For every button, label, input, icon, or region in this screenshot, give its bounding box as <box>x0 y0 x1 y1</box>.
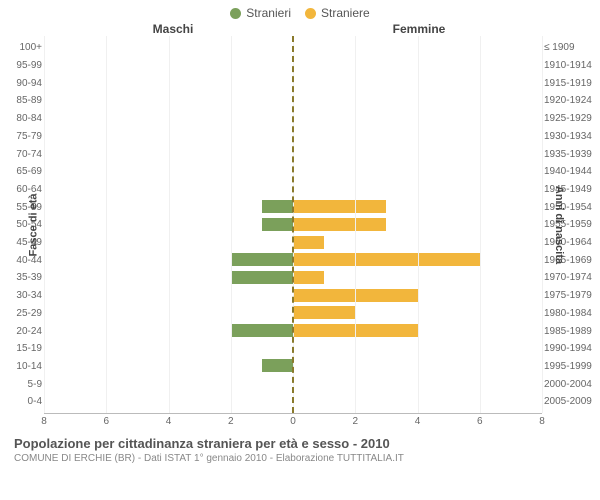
ytick-birth: 1990-1994 <box>544 343 592 354</box>
x-ticks: 8 6 4 2 0 2 4 6 8 <box>44 416 542 430</box>
xtick: 4 <box>415 416 421 427</box>
ytick-birth: 1910-1914 <box>544 60 592 71</box>
gridline <box>542 36 543 413</box>
ytick-birth: ≤ 1909 <box>544 42 575 53</box>
ytick-age: 0-4 <box>28 396 42 407</box>
ytick-birth: 2005-2009 <box>544 396 592 407</box>
ytick-age: 5-9 <box>28 379 42 390</box>
ytick-birth: 1975-1979 <box>544 290 592 301</box>
bar-female <box>293 271 324 284</box>
ytick-age: 65-69 <box>16 166 42 177</box>
ytick-birth: 1970-1974 <box>544 272 592 283</box>
ytick-age: 85-89 <box>16 95 42 106</box>
swatch-male <box>230 8 241 19</box>
plot-area <box>44 36 542 414</box>
legend-item-male: Stranieri <box>230 6 291 20</box>
chart-title: Popolazione per cittadinanza straniera p… <box>14 436 590 451</box>
legend-label-female: Straniere <box>321 6 370 20</box>
bar-male <box>262 218 293 231</box>
ytick-birth: 1935-1939 <box>544 149 592 160</box>
ytick-birth: 1915-1919 <box>544 78 592 89</box>
ytick-age: 90-94 <box>16 78 42 89</box>
x-axis: 8 6 4 2 0 2 4 6 8 <box>0 416 600 430</box>
bar-female <box>293 306 355 319</box>
ytick-age: 15-19 <box>16 343 42 354</box>
bar-male <box>262 200 293 213</box>
bar-male <box>262 359 293 372</box>
xtick: 4 <box>166 416 172 427</box>
ytick-birth: 1945-1949 <box>544 184 592 195</box>
header-male: Maschi <box>0 22 296 36</box>
ytick-birth: 1930-1934 <box>544 131 592 142</box>
bar-male <box>231 253 293 266</box>
xtick: 6 <box>477 416 483 427</box>
xtick: 8 <box>41 416 47 427</box>
gridline <box>355 36 356 413</box>
bar-female <box>293 218 386 231</box>
bar-female <box>293 200 386 213</box>
ytick-age: 20-24 <box>16 326 42 337</box>
bar-female <box>293 236 324 249</box>
xtick: 2 <box>228 416 234 427</box>
ytick-birth: 1940-1944 <box>544 166 592 177</box>
xtick: 6 <box>103 416 109 427</box>
y-axis-label-right: Anni di nascita <box>553 186 565 264</box>
swatch-female <box>305 8 316 19</box>
legend-item-female: Straniere <box>305 6 370 20</box>
column-headers: Maschi Femmine <box>0 22 600 36</box>
gridline <box>44 36 45 413</box>
y-ticks-birth: ≤ 1909 1910-1914 1915-1919 1920-1924 1925-19… <box>542 36 600 414</box>
ytick-age: 25-29 <box>16 308 42 319</box>
bar-male <box>231 324 293 337</box>
chart-footer: Popolazione per cittadinanza straniera p… <box>0 430 600 464</box>
bar-male <box>231 271 293 284</box>
ytick-age: 30-34 <box>16 290 42 301</box>
ytick-age: 10-14 <box>16 361 42 372</box>
ytick-age: 80-84 <box>16 113 42 124</box>
ytick-birth: 1980-1984 <box>544 308 592 319</box>
gridline <box>169 36 170 413</box>
xtick: 8 <box>539 416 545 427</box>
ytick-birth: 1950-1954 <box>544 202 592 213</box>
ytick-age: 95-99 <box>16 60 42 71</box>
ytick-age: 35-39 <box>16 272 42 283</box>
bar-female <box>293 253 480 266</box>
ytick-birth: 1920-1924 <box>544 95 592 106</box>
ytick-birth: 1960-1964 <box>544 237 592 248</box>
ytick-birth: 1995-1999 <box>544 361 592 372</box>
ytick-age: 70-74 <box>16 149 42 160</box>
ytick-birth: 1965-1969 <box>544 255 592 266</box>
chart-subtitle: COMUNE DI ERCHIE (BR) - Dati ISTAT 1° ge… <box>14 453 590 464</box>
ytick-birth: 1985-1989 <box>544 326 592 337</box>
xtick: 0 <box>290 416 296 427</box>
ytick-birth: 1955-1959 <box>544 219 592 230</box>
ytick-age: 100+ <box>19 42 42 53</box>
chart: Fasce di età Anni di nascita 100+ 95-99 90… <box>0 36 600 414</box>
gridline <box>106 36 107 413</box>
gridline <box>480 36 481 413</box>
center-divider <box>292 36 294 413</box>
legend: Stranieri Straniere <box>0 0 600 22</box>
y-axis-label-left: Fasce di età <box>27 194 39 257</box>
xtick: 2 <box>352 416 358 427</box>
ytick-age: 75-79 <box>16 131 42 142</box>
gridline <box>231 36 232 413</box>
ytick-birth: 2000-2004 <box>544 379 592 390</box>
header-female: Femmine <box>296 22 600 36</box>
ytick-birth: 1925-1929 <box>544 113 592 124</box>
gridline <box>418 36 419 413</box>
legend-label-male: Stranieri <box>246 6 291 20</box>
